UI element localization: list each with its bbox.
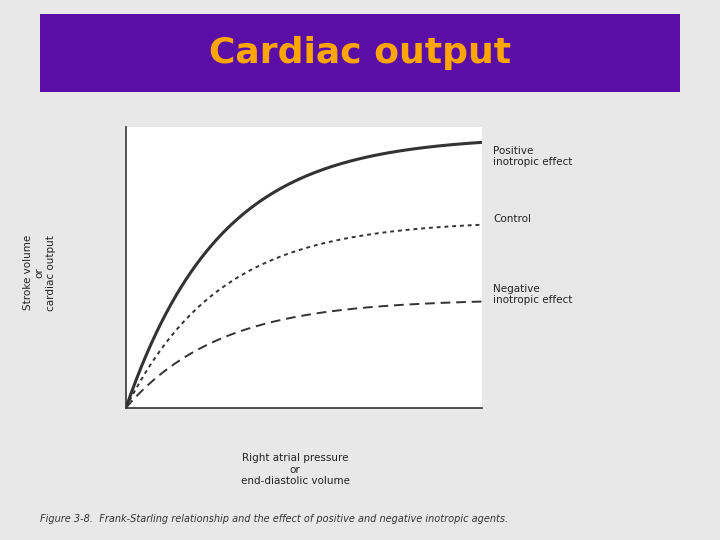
Text: Right atrial pressure
or
end-diastolic volume: Right atrial pressure or end-diastolic v… <box>240 453 350 487</box>
Text: Negative
inotropic effect: Negative inotropic effect <box>493 284 572 305</box>
Text: Control: Control <box>493 214 531 224</box>
Text: Stroke volume
or
cardiac output: Stroke volume or cardiac output <box>23 235 56 310</box>
Text: Figure 3-8.  Frank-Starling relationship and the effect of positive and negative: Figure 3-8. Frank-Starling relationship … <box>40 515 508 524</box>
Text: Positive
inotropic effect: Positive inotropic effect <box>493 146 572 167</box>
Text: Cardiac output: Cardiac output <box>209 36 511 70</box>
